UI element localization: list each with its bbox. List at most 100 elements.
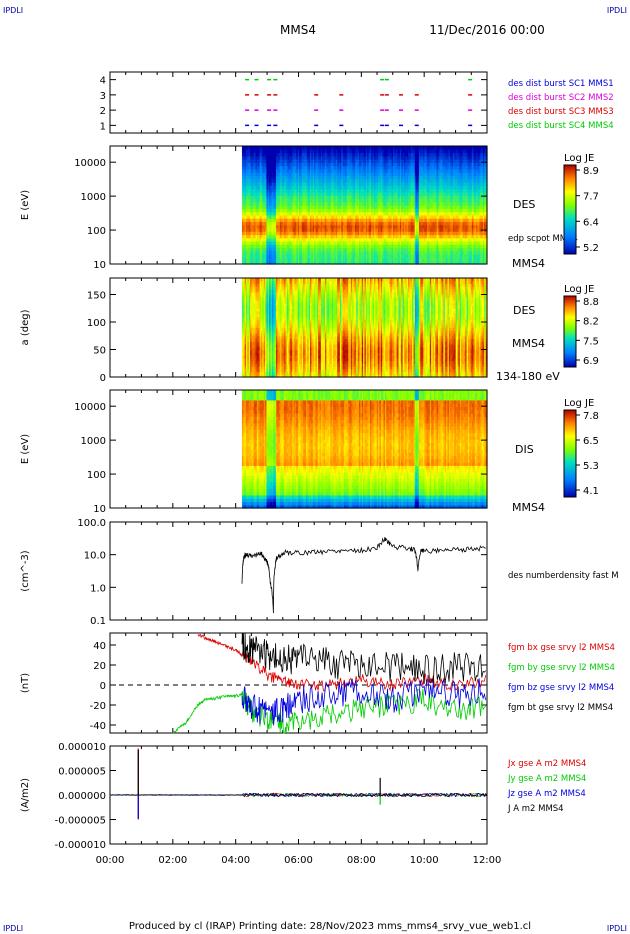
heatmap-cell [286, 146, 289, 150]
heatmap-cell [250, 198, 253, 203]
heatmap-cell [274, 211, 277, 216]
heatmap-cell [297, 241, 300, 245]
heatmap-cell [273, 214, 276, 219]
heatmap-cell [280, 195, 283, 200]
heatmap-cell [274, 231, 277, 236]
heatmap-cell [290, 178, 293, 183]
heatmap-cell [269, 195, 272, 200]
heatmap-cell [290, 165, 293, 170]
heatmap-cell [255, 172, 258, 177]
heatmap-cell [247, 234, 250, 239]
heatmap-cell [244, 231, 247, 236]
heatmap-cell [296, 178, 299, 183]
heatmap-cell [267, 205, 270, 209]
heatmap-cell [252, 146, 255, 150]
heatmap-cell [296, 152, 299, 157]
heatmap-cell [248, 168, 251, 173]
heatmap-cell [247, 257, 250, 262]
heatmap-cell [271, 168, 274, 173]
heatmap-cell [247, 231, 250, 236]
heatmap-cell [247, 247, 250, 252]
heatmap-cell [265, 218, 268, 222]
heatmap-cell [254, 152, 257, 157]
heatmap-cell [258, 221, 261, 226]
heatmap-cell [246, 205, 248, 209]
heatmap-cell [269, 208, 272, 213]
heatmap-cell [282, 211, 285, 216]
heatmap-cell [259, 178, 262, 183]
heatmap-cell [271, 201, 274, 206]
heatmap-cell [265, 191, 268, 196]
heatmap-cell [256, 178, 259, 183]
heatmap-cell [285, 221, 288, 226]
heatmap-cell [247, 260, 250, 265]
heatmap-cell [269, 185, 272, 190]
heatmap-cell [254, 254, 257, 259]
heatmap-cell [250, 257, 253, 262]
heatmap-cell [251, 191, 254, 196]
heatmap-cell [281, 205, 284, 209]
heatmap-cell [252, 162, 255, 167]
heatmap-cell [259, 188, 262, 193]
heatmap-cell [250, 234, 253, 239]
heatmap-cell [286, 195, 289, 200]
heatmap-cell [248, 152, 251, 157]
heatmap-cell [296, 201, 299, 206]
heatmap-cell [284, 198, 287, 203]
heatmap-cell [295, 178, 297, 183]
heatmap-cell [259, 214, 262, 219]
heatmap-cell [292, 165, 295, 170]
heatmap-cell [281, 182, 284, 186]
heatmap-cell [285, 195, 288, 200]
heatmap-cell [275, 191, 278, 196]
heatmap-cell [241, 201, 244, 206]
heatmap-cell [254, 155, 257, 160]
heatmap-cell [266, 162, 269, 167]
heatmap-cell [265, 185, 268, 190]
heatmap-cell [261, 146, 263, 150]
heatmap-cell [281, 159, 284, 163]
heatmap-cell [246, 175, 248, 180]
heatmap-cell [254, 182, 257, 186]
heatmap-cell [289, 234, 292, 239]
heatmap-cell [281, 254, 284, 259]
heatmap-cell [252, 198, 255, 203]
heatmap-cell [258, 208, 261, 213]
heatmap-cell [277, 182, 280, 186]
heatmap-cell [273, 244, 276, 249]
heatmap-cell [290, 198, 293, 203]
heatmap-cell [263, 244, 266, 249]
heatmap-cell [285, 198, 288, 203]
heatmap-cell [289, 175, 292, 180]
heatmap-cell [290, 155, 293, 160]
heatmap-cell [295, 208, 297, 213]
heatmap-cell [267, 250, 270, 255]
heatmap-cell [258, 247, 261, 252]
heatmap-cell [275, 152, 278, 157]
heatmap-cell [295, 146, 297, 150]
heatmap-cell [270, 165, 273, 170]
heatmap-cell [248, 214, 251, 219]
heatmap-cell [292, 214, 295, 219]
heatmap-cell [266, 172, 269, 177]
heatmap-cell [270, 221, 273, 226]
heatmap-cell [293, 227, 296, 232]
heatmap-cell [246, 155, 248, 160]
heatmap-cell [251, 175, 254, 180]
heatmap-cell [244, 162, 247, 167]
heatmap-cell [263, 195, 266, 200]
heatmap-cell [243, 195, 246, 200]
heatmap-cell [256, 185, 259, 190]
heatmap-cell [278, 201, 281, 206]
heatmap-cell [244, 247, 247, 252]
heatmap-cell [254, 205, 257, 209]
heatmap-cell [271, 221, 274, 226]
corner-label-top-right: IPDLI [607, 6, 627, 15]
heatmap-cell [275, 198, 278, 203]
heatmap-cell [262, 241, 265, 245]
heatmap-cell [241, 165, 244, 170]
heatmap-cell [263, 149, 266, 154]
heatmap-cell [256, 191, 259, 196]
heatmap-cell [243, 244, 246, 249]
heatmap-cell [277, 149, 280, 154]
